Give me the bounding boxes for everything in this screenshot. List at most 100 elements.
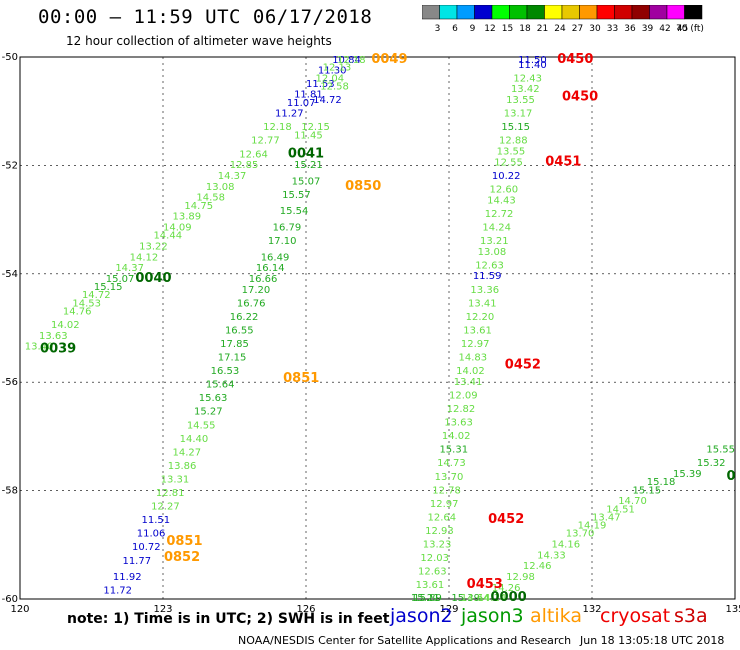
swh-reading: 13.08	[206, 182, 235, 193]
swh-reading: 12.03	[420, 553, 449, 564]
lon-tick-label: 132	[582, 604, 601, 615]
swh-reading: 15.15	[501, 122, 530, 133]
swh-reading: 12.64	[428, 512, 457, 523]
pass-time-label: 0452	[488, 512, 524, 527]
swh-reading: 13.23	[423, 540, 452, 551]
lat-tick-label: -58	[2, 486, 18, 497]
swh-reading: 14.02	[442, 431, 471, 442]
swh-reading: 11.07	[287, 98, 316, 109]
swh-reading: 15.18	[647, 477, 676, 488]
swh-reading: 15.39	[673, 469, 702, 480]
swh-reading: 10.84	[332, 55, 361, 66]
swh-reading: 12.15	[301, 122, 330, 133]
page-title: 00:00 – 11:59 UTC 06/17/2018	[38, 6, 373, 28]
pass-time-label: 0041	[288, 146, 324, 161]
lat-tick-label: -54	[2, 269, 18, 280]
scale-label: 45	[677, 24, 688, 34]
swh-reading: 15.15	[632, 485, 661, 496]
swh-reading: 11.06	[137, 529, 166, 540]
swh-reading: 14.37	[115, 263, 144, 274]
swh-reading: 12.09	[449, 390, 478, 401]
swh-reading: 12.88	[499, 136, 528, 147]
swh-reading: 11.59	[473, 271, 502, 282]
swh-reading: 13.41	[454, 377, 483, 388]
scale-label: 24	[554, 24, 566, 34]
scale-swatch	[684, 5, 703, 20]
swh-reading: 13.36	[470, 285, 499, 296]
swh-reading: 15.07	[292, 176, 321, 187]
swh-reading: 14.26	[492, 583, 521, 594]
swh-reading: 15.21	[294, 160, 323, 171]
pass-time-label: 0	[726, 469, 735, 484]
swh-reading: 12.98	[506, 572, 535, 583]
swh-reading: 13.08	[478, 247, 507, 258]
swh-reading: 15.39	[451, 593, 480, 604]
scale-label: 70 (ft)	[676, 24, 704, 34]
swh-reading: 16.49	[261, 252, 290, 263]
lon-tick-label: 123	[153, 604, 172, 615]
swh-reading: 12.64	[239, 149, 268, 160]
scale-label: 27	[572, 24, 583, 34]
swh-readings: 13.4013.6314.0214.7614.5314.7215.1515.07…	[25, 55, 735, 604]
swh-reading: 13.70	[566, 529, 595, 540]
swh-reading: 13.41	[468, 298, 497, 309]
swh-reading: 11.50	[518, 55, 547, 66]
lon-tick-label: 126	[296, 604, 315, 615]
swh-reading: 12.55	[494, 157, 523, 168]
swh-reading: 16.55	[225, 325, 254, 336]
swh-reading: 13.70	[435, 472, 464, 483]
pass-time-label: 0452	[505, 358, 541, 373]
swh-reading: 12.18	[263, 122, 292, 133]
legend-jason2: jason2	[390, 605, 453, 627]
pass-time-label: 0450	[557, 52, 593, 67]
swh-reading: 15.07	[106, 274, 135, 285]
swh-reading: 13.42	[511, 84, 540, 95]
swh-reading: 12.27	[151, 502, 180, 513]
swh-reading: 11.27	[275, 109, 304, 120]
swh-reading: 12.81	[156, 488, 185, 499]
lat-tick-label: -60	[2, 594, 18, 605]
swh-reading: 14.44	[153, 231, 182, 242]
swh-reading: 13.61	[463, 325, 492, 336]
swh-reading: 12.82	[447, 404, 476, 415]
swh-reading: 11.51	[142, 515, 171, 526]
swh-reading: 12.78	[432, 485, 461, 496]
page-subtitle: 12 hour collection of altimeter wave hei…	[66, 34, 332, 48]
swh-reading: 13.63	[444, 418, 473, 429]
swh-reading: 15.64	[206, 380, 235, 391]
swh-reading: 12.20	[466, 312, 495, 323]
swh-reading: 14.02	[51, 320, 80, 331]
swh-reading: 14.72	[82, 290, 111, 301]
legend-cryosat: cryosat	[600, 605, 671, 627]
swh-reading: 14.53	[72, 298, 101, 309]
scale-label: 30	[589, 24, 601, 34]
swh-reading: 14.51	[606, 504, 635, 515]
swh-reading: 11.53	[306, 79, 335, 90]
swh-reading: 12.63	[418, 567, 447, 578]
pass-time-label: 0040	[135, 271, 171, 286]
swh-reading: 13.61	[416, 580, 445, 591]
swh-reading: 12.46	[523, 561, 552, 572]
swh-reading: 12.72	[485, 209, 514, 220]
swh-reading: 15.89	[413, 593, 442, 604]
swh-reading: 15.27	[194, 407, 223, 418]
pass-time-label: 0850	[345, 179, 381, 194]
lon-tick-label: 135	[725, 604, 740, 615]
swh-reading: 11.40	[518, 60, 547, 71]
pass-time-label: 0000	[490, 590, 526, 605]
swh-reading: 12.13	[323, 63, 352, 74]
swh-reading: 14.70	[618, 496, 647, 507]
swh-reading: 10.72	[132, 542, 161, 553]
scale-label: 18	[519, 24, 531, 34]
swh-reading: 13.55	[506, 95, 535, 106]
swh-reading: 15.21	[411, 593, 440, 604]
pass-time-label: 0852	[164, 550, 200, 565]
swh-reading: 15.63	[199, 393, 228, 404]
legend-altika: altika	[530, 605, 582, 627]
scale-label: 21	[537, 24, 548, 34]
swh-reading: 14.72	[313, 95, 342, 106]
footer-note: note: 1) Time is in UTC; 2) SWH is in fe…	[67, 611, 390, 627]
swh-reading: 14.24	[482, 222, 511, 233]
swh-reading: 13.47	[592, 512, 621, 523]
